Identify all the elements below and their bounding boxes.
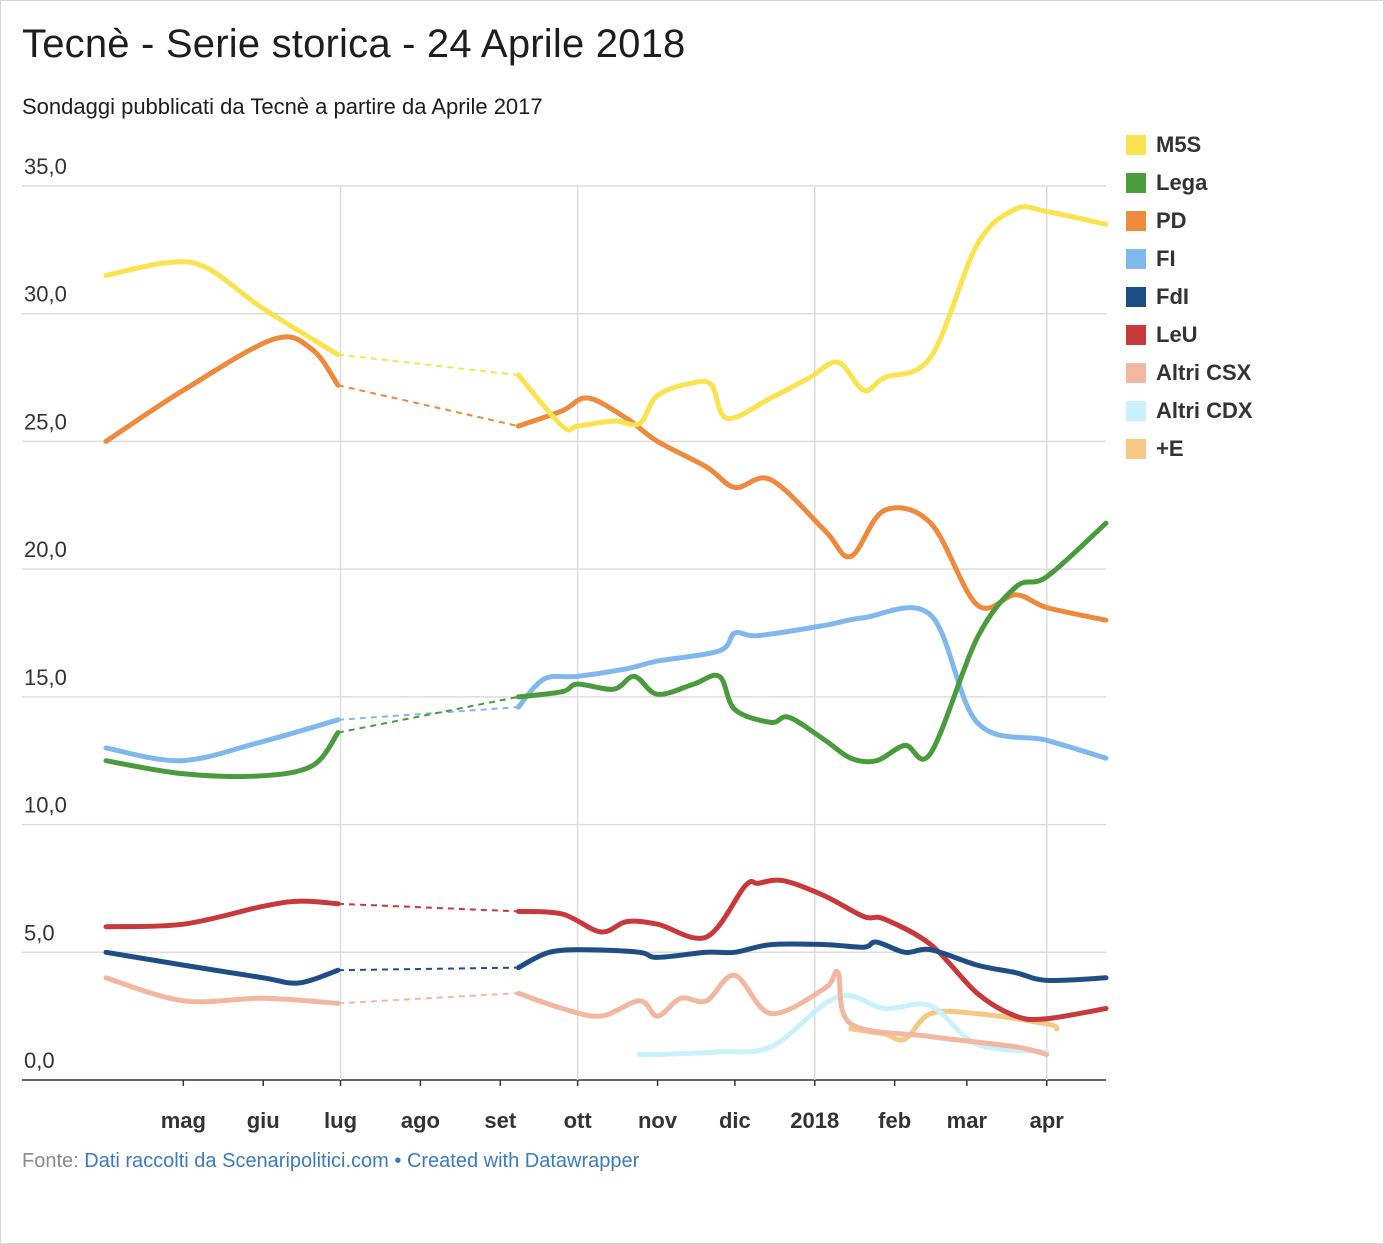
series-line	[103, 949, 341, 986]
series-gap-line	[337, 902, 519, 913]
datawrapper-link[interactable]: Created with Datawrapper	[406, 1150, 640, 1172]
series-line	[515, 939, 1109, 984]
series-lines	[103, 204, 1109, 1058]
legend-item[interactable]: FdI	[1126, 278, 1253, 316]
series-m5s	[103, 204, 1109, 433]
legend-swatch	[1126, 401, 1146, 421]
legend-label: FI	[1156, 246, 1176, 271]
chart-title: Tecnè - Serie storica - 24 Aprile 2018	[22, 22, 686, 66]
legend-label: Altri CDX	[1156, 398, 1253, 423]
series-gap-line	[337, 384, 519, 428]
series-fi	[103, 605, 1109, 764]
legend-label: FdI	[1156, 284, 1189, 309]
series-line	[515, 877, 1109, 1023]
legend-item[interactable]: FI	[1126, 240, 1253, 278]
series-line	[103, 730, 341, 779]
legend-swatch	[1126, 325, 1146, 345]
legend-item[interactable]: M5S	[1126, 126, 1253, 164]
legend-swatch	[1126, 287, 1146, 307]
series-line	[515, 968, 1050, 1057]
line-chart: 0,0 5,0 10,0 15,0 20,0 25,0 30,0 35,0 mag giu lug a…	[22, 154, 1109, 1133]
series-gap-line	[337, 695, 519, 734]
series-leu	[103, 877, 1109, 1023]
y-tick-label: 20,0	[24, 537, 67, 562]
series-line	[515, 605, 1109, 761]
x-tick-label: apr	[1030, 1108, 1065, 1133]
y-tick-label: 35,0	[24, 154, 67, 179]
y-tick-label: 10,0	[24, 793, 67, 818]
series-gap-line	[337, 966, 519, 972]
series-gap-line	[337, 353, 519, 377]
legend-swatch	[1126, 439, 1146, 459]
series-altri-csx	[103, 968, 1050, 1057]
series-pd	[103, 334, 1109, 623]
legend-label: Altri CSX	[1156, 360, 1252, 385]
legend-label: M5S	[1156, 132, 1202, 157]
legend-swatch	[1126, 173, 1146, 193]
x-tick-label: ago	[401, 1108, 440, 1133]
x-tick-label: 2018	[790, 1108, 839, 1133]
source-link[interactable]: Dati raccolti da Scenaripolitici.com	[84, 1150, 389, 1172]
y-tick-label: 5,0	[24, 920, 55, 945]
footer-prefix: Fonte:	[22, 1150, 85, 1172]
series-line	[515, 520, 1109, 765]
legend-swatch	[1126, 363, 1146, 383]
series-gap-line	[337, 992, 519, 1005]
series-gap-line	[337, 706, 519, 721]
series-line	[103, 717, 341, 764]
series-line	[103, 259, 341, 358]
legend: M5S Lega PD FI FdI LeU Altri CSX Altri CDX +E	[1126, 126, 1253, 468]
legend-swatch	[1126, 249, 1146, 269]
y-tick-label: 0,0	[24, 1048, 55, 1073]
legend-item[interactable]: Altri CSX	[1126, 354, 1253, 392]
legend-item[interactable]: +E	[1126, 430, 1253, 468]
x-tick-label: nov	[638, 1108, 678, 1133]
x-tick-label: lug	[324, 1108, 357, 1133]
footer: Fonte: Dati raccolti da Scenaripolitici.…	[22, 1150, 639, 1173]
series-line	[515, 204, 1109, 433]
x-tick-label: feb	[878, 1108, 911, 1133]
axis-labels: 0,0 5,0 10,0 15,0 20,0 25,0 30,0 35,0 mag giu lug a…	[24, 154, 1064, 1133]
legend-label: Lega	[1156, 170, 1208, 195]
x-tick-label: ott	[564, 1108, 593, 1133]
series-line	[103, 334, 341, 444]
series-line	[103, 975, 341, 1006]
series-line	[103, 898, 341, 930]
grid	[22, 185, 1106, 1086]
chart-subtitle: Sondaggi pubblicati da Tecnè a partire d…	[22, 94, 543, 119]
x-tick-label: mar	[947, 1108, 988, 1133]
series-fdi	[103, 939, 1109, 986]
y-tick-label: 25,0	[24, 409, 67, 434]
legend-label: LeU	[1156, 322, 1198, 347]
series-lega	[103, 520, 1109, 779]
y-tick-label: 30,0	[24, 282, 67, 307]
legend-label: +E	[1156, 436, 1184, 461]
x-tick-label: dic	[719, 1108, 751, 1133]
legend-swatch	[1126, 135, 1146, 155]
x-tick-label: giu	[247, 1108, 280, 1133]
legend-item[interactable]: Lega	[1126, 164, 1253, 202]
legend-item[interactable]: Altri CDX	[1126, 392, 1253, 430]
y-tick-label: 15,0	[24, 665, 67, 690]
footer-separator: •	[388, 1150, 407, 1172]
legend-item[interactable]: LeU	[1126, 316, 1253, 354]
x-tick-label: set	[484, 1108, 516, 1133]
legend-swatch	[1126, 211, 1146, 231]
legend-item[interactable]: PD	[1126, 202, 1253, 240]
legend-label: PD	[1156, 208, 1187, 233]
x-tick-label: mag	[161, 1108, 206, 1133]
